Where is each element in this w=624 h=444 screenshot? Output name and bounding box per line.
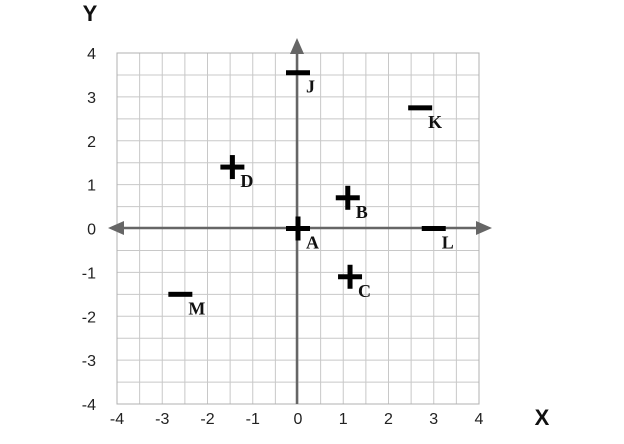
plus-sign-icon — [229, 155, 235, 180]
y-tick-label: -1 — [82, 265, 96, 282]
charge-c: C — [338, 264, 371, 301]
charge-label: A — [306, 233, 319, 253]
charge-label: D — [240, 171, 253, 191]
charge-label: M — [188, 298, 205, 318]
charge-label: K — [428, 112, 442, 132]
tick-labels: -4 -3 -2 -1 0 1 2 3 4 4 3 2 1 0 -1 -2 -3 -4 — [82, 46, 484, 428]
x-tick-label: -1 — [246, 411, 260, 428]
x-axis-right-arrow — [476, 221, 492, 235]
charge-label: B — [356, 202, 368, 222]
x-tick-label: 2 — [384, 411, 393, 428]
plus-sign-icon — [295, 216, 301, 241]
y-tick-label: -2 — [82, 309, 96, 326]
charge-d: D — [220, 155, 253, 191]
x-tick-label: 3 — [429, 411, 438, 428]
y-tick-label: 2 — [87, 134, 96, 151]
x-tick-label: -4 — [110, 411, 124, 428]
y-tick-label: 1 — [87, 178, 96, 195]
charge-points: A B C D J K L M — [168, 70, 454, 318]
x-axis-left-arrow — [108, 221, 124, 235]
minus-sign-icon — [421, 226, 446, 231]
minus-sign-icon — [168, 291, 193, 297]
charge-label: J — [306, 77, 315, 97]
x-tick-label: 1 — [339, 411, 348, 428]
minus-sign-icon — [286, 70, 310, 76]
y-axis-title: Y — [83, 1, 98, 26]
x-axis-title: X — [535, 405, 550, 430]
plus-sign-icon — [345, 185, 351, 210]
y-tick-label: 3 — [87, 90, 96, 107]
x-tick-label: 0 — [294, 411, 303, 428]
y-tick-label: 4 — [87, 46, 96, 63]
y-axis-top-arrow — [290, 38, 304, 54]
charge-label: C — [358, 281, 371, 301]
charge-b: B — [335, 185, 368, 222]
charge-a: A — [286, 216, 319, 253]
minus-sign-icon — [408, 105, 433, 111]
charge-l: L — [421, 226, 454, 253]
charge-k: K — [408, 105, 442, 132]
x-tick-label: -2 — [200, 411, 214, 428]
x-tick-label: -3 — [155, 411, 169, 428]
y-tick-label: -4 — [82, 397, 96, 414]
charge-j: J — [286, 70, 315, 97]
charge-label: L — [442, 233, 454, 253]
charge-m: M — [168, 291, 205, 318]
y-tick-label: 0 — [87, 222, 96, 239]
plus-sign-icon — [347, 264, 353, 289]
x-tick-label: 4 — [475, 411, 484, 428]
y-tick-label: -3 — [82, 353, 96, 370]
